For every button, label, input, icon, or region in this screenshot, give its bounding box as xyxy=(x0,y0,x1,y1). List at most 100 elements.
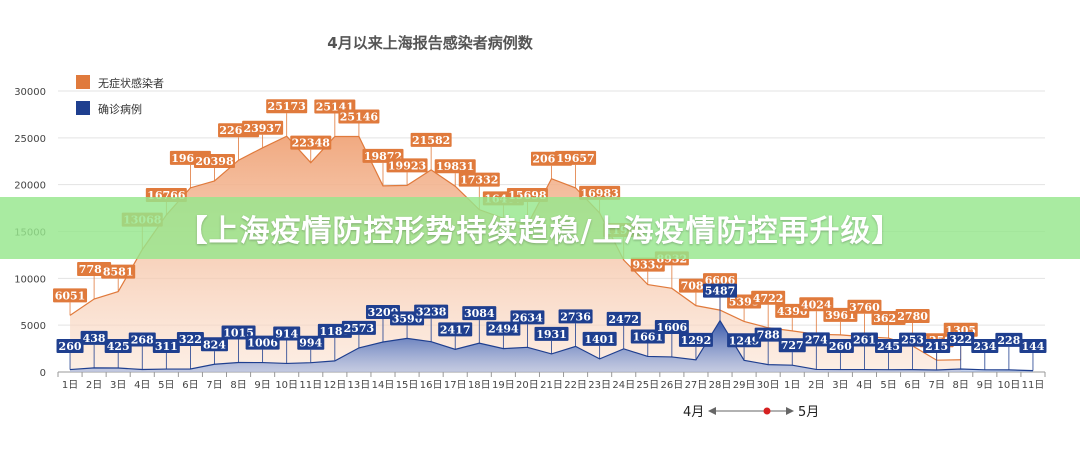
x-tick-label: 8日 xyxy=(953,380,969,391)
y-tick-label: 20000 xyxy=(14,181,46,192)
x-tick-label: 4日 xyxy=(134,380,150,391)
data-label: 25173 xyxy=(268,100,306,113)
data-label-box xyxy=(80,330,108,345)
data-label-box xyxy=(799,297,834,312)
data-label: 21582 xyxy=(412,134,450,147)
x-tick-label: 26日 xyxy=(660,380,683,391)
y-tick-label: 25000 xyxy=(14,134,46,145)
data-label: 228 xyxy=(997,334,1020,347)
data-label-box xyxy=(104,339,132,353)
data-label-box xyxy=(579,185,621,200)
data-label: 16983 xyxy=(581,187,619,200)
data-label: 311 xyxy=(155,340,178,353)
x-tick-label: 30日 xyxy=(757,380,780,391)
data-label-box xyxy=(200,337,228,352)
x-tick-label: 9日 xyxy=(254,380,270,391)
data-label: 23937 xyxy=(243,122,281,135)
data-label: 268 xyxy=(131,333,154,346)
x-tick-label: 17日 xyxy=(444,380,467,391)
data-label: 824 xyxy=(203,338,226,351)
x-tick-label: 2日 xyxy=(86,380,102,391)
x-tick-label: 11日 xyxy=(299,380,322,391)
x-tick-label: 20日 xyxy=(516,380,539,391)
data-label-box xyxy=(56,339,84,353)
data-label: 245 xyxy=(877,340,900,353)
x-tick-label: 7日 xyxy=(206,380,222,391)
x-tick-label: 29日 xyxy=(733,380,756,391)
data-label-box xyxy=(875,339,903,353)
data-label-box xyxy=(462,306,497,321)
data-label-box xyxy=(703,283,738,298)
y-tick-label: 0 xyxy=(40,368,46,379)
data-label-box xyxy=(895,308,930,323)
x-tick-label: 25日 xyxy=(636,380,659,391)
headline-text: 【上海疫情防控形势持续趋稳/上海疫情防控再升级】 xyxy=(177,214,903,249)
data-label: 438 xyxy=(83,332,106,345)
x-tick-label: 11日 xyxy=(1022,380,1045,391)
month-axis: 4月 5月 xyxy=(683,405,819,420)
data-label-box xyxy=(778,338,806,353)
data-label: 260 xyxy=(59,340,82,353)
legend-swatch-confirmed xyxy=(76,101,90,115)
x-tick-label: 27日 xyxy=(685,380,708,391)
x-tick-label: 13日 xyxy=(348,380,371,391)
x-tick-label: 10日 xyxy=(275,380,298,391)
data-label: 2634 xyxy=(512,311,543,324)
month-divider-dot xyxy=(763,407,771,415)
data-label-box xyxy=(850,332,878,347)
data-label-box xyxy=(606,311,641,326)
data-label: 1931 xyxy=(536,328,567,341)
x-tick-label: 8日 xyxy=(230,380,246,391)
data-label-box xyxy=(152,339,180,353)
data-label: 261 xyxy=(853,334,876,347)
data-label: 1249 xyxy=(729,334,760,347)
data-label-box xyxy=(338,109,380,124)
x-tick-label: 12日 xyxy=(323,380,346,391)
data-label-box xyxy=(802,332,830,347)
x-tick-label: 21日 xyxy=(540,380,563,391)
data-label: 215 xyxy=(925,340,948,353)
data-label: 19657 xyxy=(556,152,594,165)
month-arrow-left xyxy=(708,407,716,415)
data-label: 17332 xyxy=(460,174,498,187)
data-label-box xyxy=(53,288,88,303)
data-label-box xyxy=(751,290,786,305)
data-label: 253 xyxy=(901,334,924,347)
data-label: 19923 xyxy=(388,159,426,172)
legend-label-asymptomatic: 无症状感染者 xyxy=(98,76,164,90)
data-label: 2780 xyxy=(897,310,928,323)
data-label-box xyxy=(297,335,325,350)
data-label-box xyxy=(458,172,500,187)
data-label: 22348 xyxy=(292,137,331,150)
y-tick-label: 30000 xyxy=(14,87,46,98)
data-label-box xyxy=(128,332,156,347)
data-label: 234 xyxy=(973,340,996,353)
data-label: 3084 xyxy=(464,307,495,320)
data-label: 1006 xyxy=(247,337,278,350)
data-label-box xyxy=(341,320,376,335)
x-tick-label: 5日 xyxy=(158,380,174,391)
data-label: 322 xyxy=(179,333,202,346)
x-tick-label: 6日 xyxy=(182,380,198,391)
data-label-box xyxy=(558,309,593,324)
x-tick-label: 23日 xyxy=(588,380,611,391)
data-labels: 6051778885811306816766196602039822609239… xyxy=(53,99,1047,371)
data-label-box xyxy=(290,135,332,150)
data-label: 322 xyxy=(949,333,972,346)
x-tick-label: 6日 xyxy=(904,380,920,391)
month-arrow-right xyxy=(786,407,794,415)
x-tick-label: 10日 xyxy=(998,380,1021,391)
legend: 无症状感染者 确诊病例 xyxy=(76,75,164,116)
data-label-box xyxy=(273,326,301,341)
data-label: 8581 xyxy=(103,266,134,279)
data-label: 260 xyxy=(829,340,852,353)
data-label-box xyxy=(754,327,782,342)
data-label: 4722 xyxy=(753,292,784,305)
series-area-confirmed xyxy=(70,320,1033,372)
data-label-box xyxy=(242,120,284,135)
legend-label-confirmed: 确诊病例 xyxy=(98,102,142,116)
x-tick-label: 16日 xyxy=(420,380,443,391)
data-label-box xyxy=(582,331,617,346)
x-tick-label: 4日 xyxy=(856,380,872,391)
x-tick-label: 9日 xyxy=(977,380,993,391)
